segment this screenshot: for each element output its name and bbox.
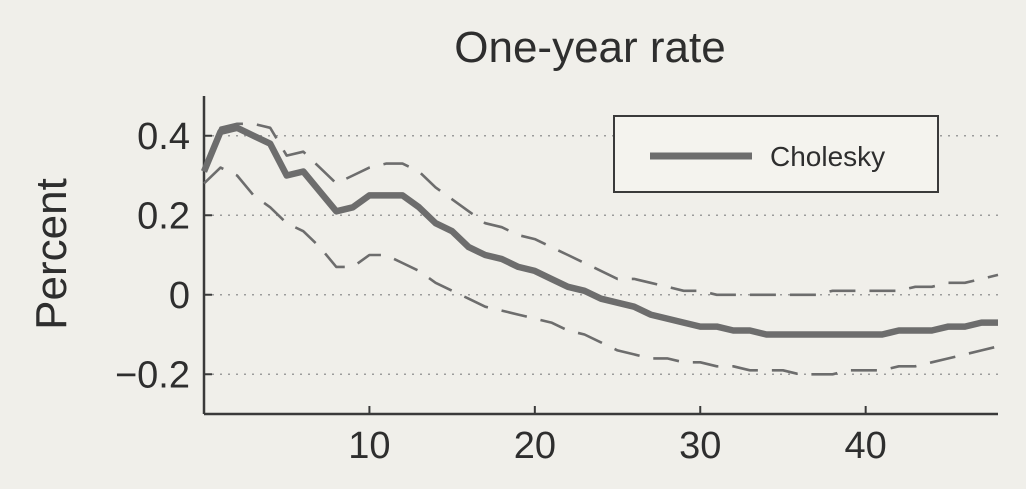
- legend-label-cholesky: Cholesky: [770, 141, 885, 172]
- y-tick-label-3: −0.2: [115, 354, 190, 396]
- series-lower-band-line: [203, 166, 999, 376]
- y-axis-label: Percent: [27, 178, 76, 330]
- y-axis-ticks: 0.4 0.2 0 −0.2: [115, 116, 212, 396]
- legend: Cholesky: [613, 115, 939, 193]
- x-tick-label-0: 10: [348, 425, 390, 467]
- y-tick-label-2: 0: [169, 275, 190, 317]
- chart-title: One-year rate: [454, 23, 725, 72]
- x-tick-label-1: 20: [514, 425, 556, 467]
- series-upper-band-line: [202, 122, 999, 297]
- x-tick-label-3: 40: [845, 425, 887, 467]
- series-lines: [200, 122, 999, 376]
- y-tick-label-1: 0.2: [137, 195, 190, 237]
- y-tick-label-0: 0.4: [137, 116, 190, 158]
- series-cholesky-line: [200, 124, 998, 338]
- x-axis-ticks: 10 20 30 40: [348, 406, 887, 467]
- x-tick-label-2: 30: [679, 425, 721, 467]
